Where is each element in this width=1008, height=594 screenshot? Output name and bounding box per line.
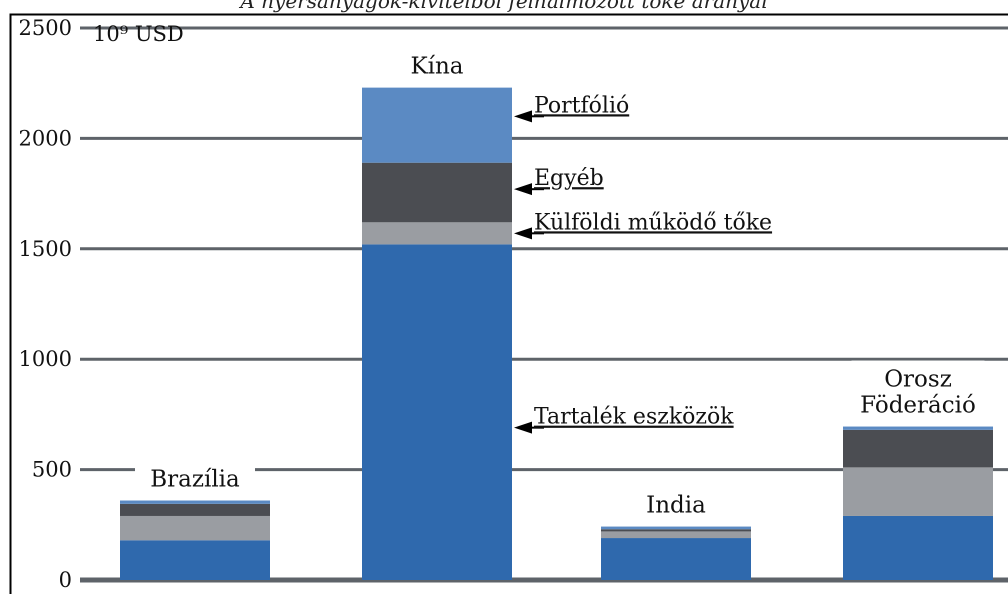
bar-segment [362, 222, 512, 245]
bar-segment [843, 429, 993, 468]
bar-segment [843, 515, 993, 580]
annotation-label: Egyéb [534, 166, 604, 191]
y-tick-label: 2500 [19, 16, 72, 40]
annotation-label: Portfólió [534, 93, 629, 118]
annotation-label: Külföldi működő tőke [534, 210, 772, 235]
bar-segment [120, 515, 270, 541]
unit-label: 10⁹ USD [93, 22, 184, 46]
category-label: Kína [410, 54, 463, 80]
bar-segment [601, 531, 751, 539]
category-label: India [646, 493, 706, 519]
category-label-backdrop [403, 47, 471, 80]
annotation-label: Tartalék eszközök [534, 405, 734, 430]
category-label-backdrop [135, 460, 255, 493]
bar-segment [601, 538, 751, 580]
annotation-arrowhead [514, 110, 532, 123]
bar-segment [120, 540, 270, 580]
y-tick-label: 1500 [19, 237, 72, 261]
y-tick-label: 0 [59, 568, 72, 592]
bar-stacks [120, 87, 993, 580]
y-tick-label: 500 [32, 458, 72, 482]
y-tick-label: 1000 [19, 347, 72, 371]
bar-segment [601, 526, 751, 530]
category-label-backdrop [635, 486, 717, 519]
plot-frame [9, 13, 1008, 594]
bar-segment [362, 87, 512, 163]
bar-segment [362, 244, 512, 580]
bar-segment [843, 467, 993, 516]
bar-segment [120, 500, 270, 504]
annotation-arrowhead [514, 421, 532, 434]
annotation-arrowhead [514, 227, 532, 240]
bar-segment [843, 426, 993, 430]
chart-title: A nyersanyagok-kivitelből felhalmozott t… [238, 0, 767, 13]
category-label: Föderáció [860, 393, 976, 419]
bar-segment [120, 503, 270, 516]
annotation-arrowhead [514, 183, 532, 196]
y-tick-label: 2000 [19, 126, 72, 150]
category-label: Brazília [150, 467, 240, 493]
annotations: Portfólió Egyéb Külföldi működő tőke Tartal… [514, 93, 772, 434]
bar-segment [601, 529, 751, 532]
category-label: Orosz [884, 367, 952, 393]
labels: 0 500 1000 1500 2000 2500 Brazília Kína India Oro… [19, 16, 985, 592]
bar-segment [362, 162, 512, 223]
category-label-backdrop [851, 360, 985, 419]
